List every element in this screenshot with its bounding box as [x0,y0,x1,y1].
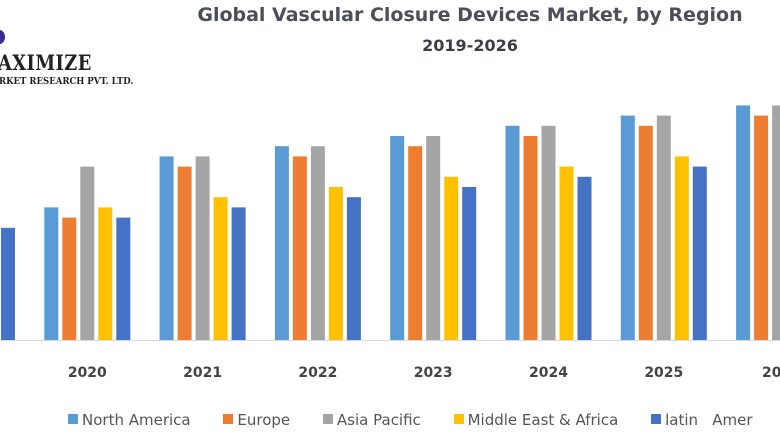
bar-2024-asia-pacific [541,125,556,340]
x-tick-label: 2023 [414,365,453,381]
legend: North America Europe Asia Pacific Middle… [68,411,780,433]
bar-2020-middle-east-africa [98,207,113,340]
legend-item: Asia Pacific [322,411,421,429]
bar-2021-latin-america [231,207,246,340]
bar-chart: 2020 2021 2022 2023 2024 2025 20 [0,105,780,381]
legend-label: North America [82,411,191,429]
x-tick-label: 2025 [644,365,683,381]
bar-2021-middle-east-africa [213,197,228,340]
bar-2021-north-america [159,156,174,340]
bar-2019-latin-america [1,227,15,340]
bar-2026-europe [754,115,769,340]
bar-2020-north-america [44,207,59,340]
bar-2025-asia-pacific [656,115,671,340]
x-tick-label: 20 [762,365,780,381]
bar-2022-europe [292,156,307,340]
bar-2025-latin-america [692,166,707,340]
legend-label: Europe [237,411,291,429]
bar-2022-latin-america [346,197,361,340]
bar-2026-asia-pacific [772,105,780,341]
bar-2020-latin-america [116,217,131,340]
bar-2023-europe [408,146,423,340]
legend-item: Europe [223,411,290,429]
logo-mark-icon [0,30,5,44]
bar-2022-middle-east-africa [328,187,343,340]
bar-2020-europe [62,217,77,340]
legend-label: Asia Pacific [336,411,421,429]
x-tick-label: 2022 [298,365,337,381]
chart-title: Global Vascular Closure Devices Market, … [197,4,743,26]
legend-item: Middle East & Africa [453,411,619,429]
bar-2021-asia-pacific [195,156,210,340]
logo-sub-text: RKET RESEARCH PVT. LTD. [0,76,134,87]
x-tick-label: 2020 [68,365,107,381]
bar-2024-latin-america [577,176,592,340]
legend-label: Middle East & Africa [467,411,619,429]
logo-main-text: AXIMIZE [0,50,92,75]
legend-item: North America [68,411,191,429]
company-logo: AXIMIZE RKET RESEARCH PVT. LTD. [0,20,170,90]
legend-swatch [68,414,78,424]
bar-2025-middle-east-africa [674,156,689,340]
legend-swatch [322,414,333,424]
x-tick-label: 2021 [183,365,222,381]
bar-2024-north-america [505,125,520,340]
legend-swatch [223,414,234,424]
legend-swatch [651,414,662,424]
legend-swatch [453,414,464,424]
chart-subtitle: 2019-2026 [422,36,518,55]
legend-item: latin Amer [651,411,753,429]
bar-2023-asia-pacific [426,136,441,340]
bar-2023-north-america [390,136,405,340]
legend-label: latin Amer [665,411,753,429]
bar-2024-europe [523,136,538,340]
bar-2022-north-america [274,146,289,340]
bar-2024-middle-east-africa [559,166,574,340]
x-tick-label: 2024 [529,365,568,381]
bar-2020-asia-pacific [80,166,95,340]
bar-2021-europe [177,166,192,340]
bar-2025-europe [638,125,653,340]
bar-2025-north-america [620,115,635,340]
bar-2022-asia-pacific [310,146,325,340]
bar-2026-north-america [736,105,751,341]
bar-2023-latin-america [462,187,477,340]
bar-2023-middle-east-africa [444,176,459,340]
